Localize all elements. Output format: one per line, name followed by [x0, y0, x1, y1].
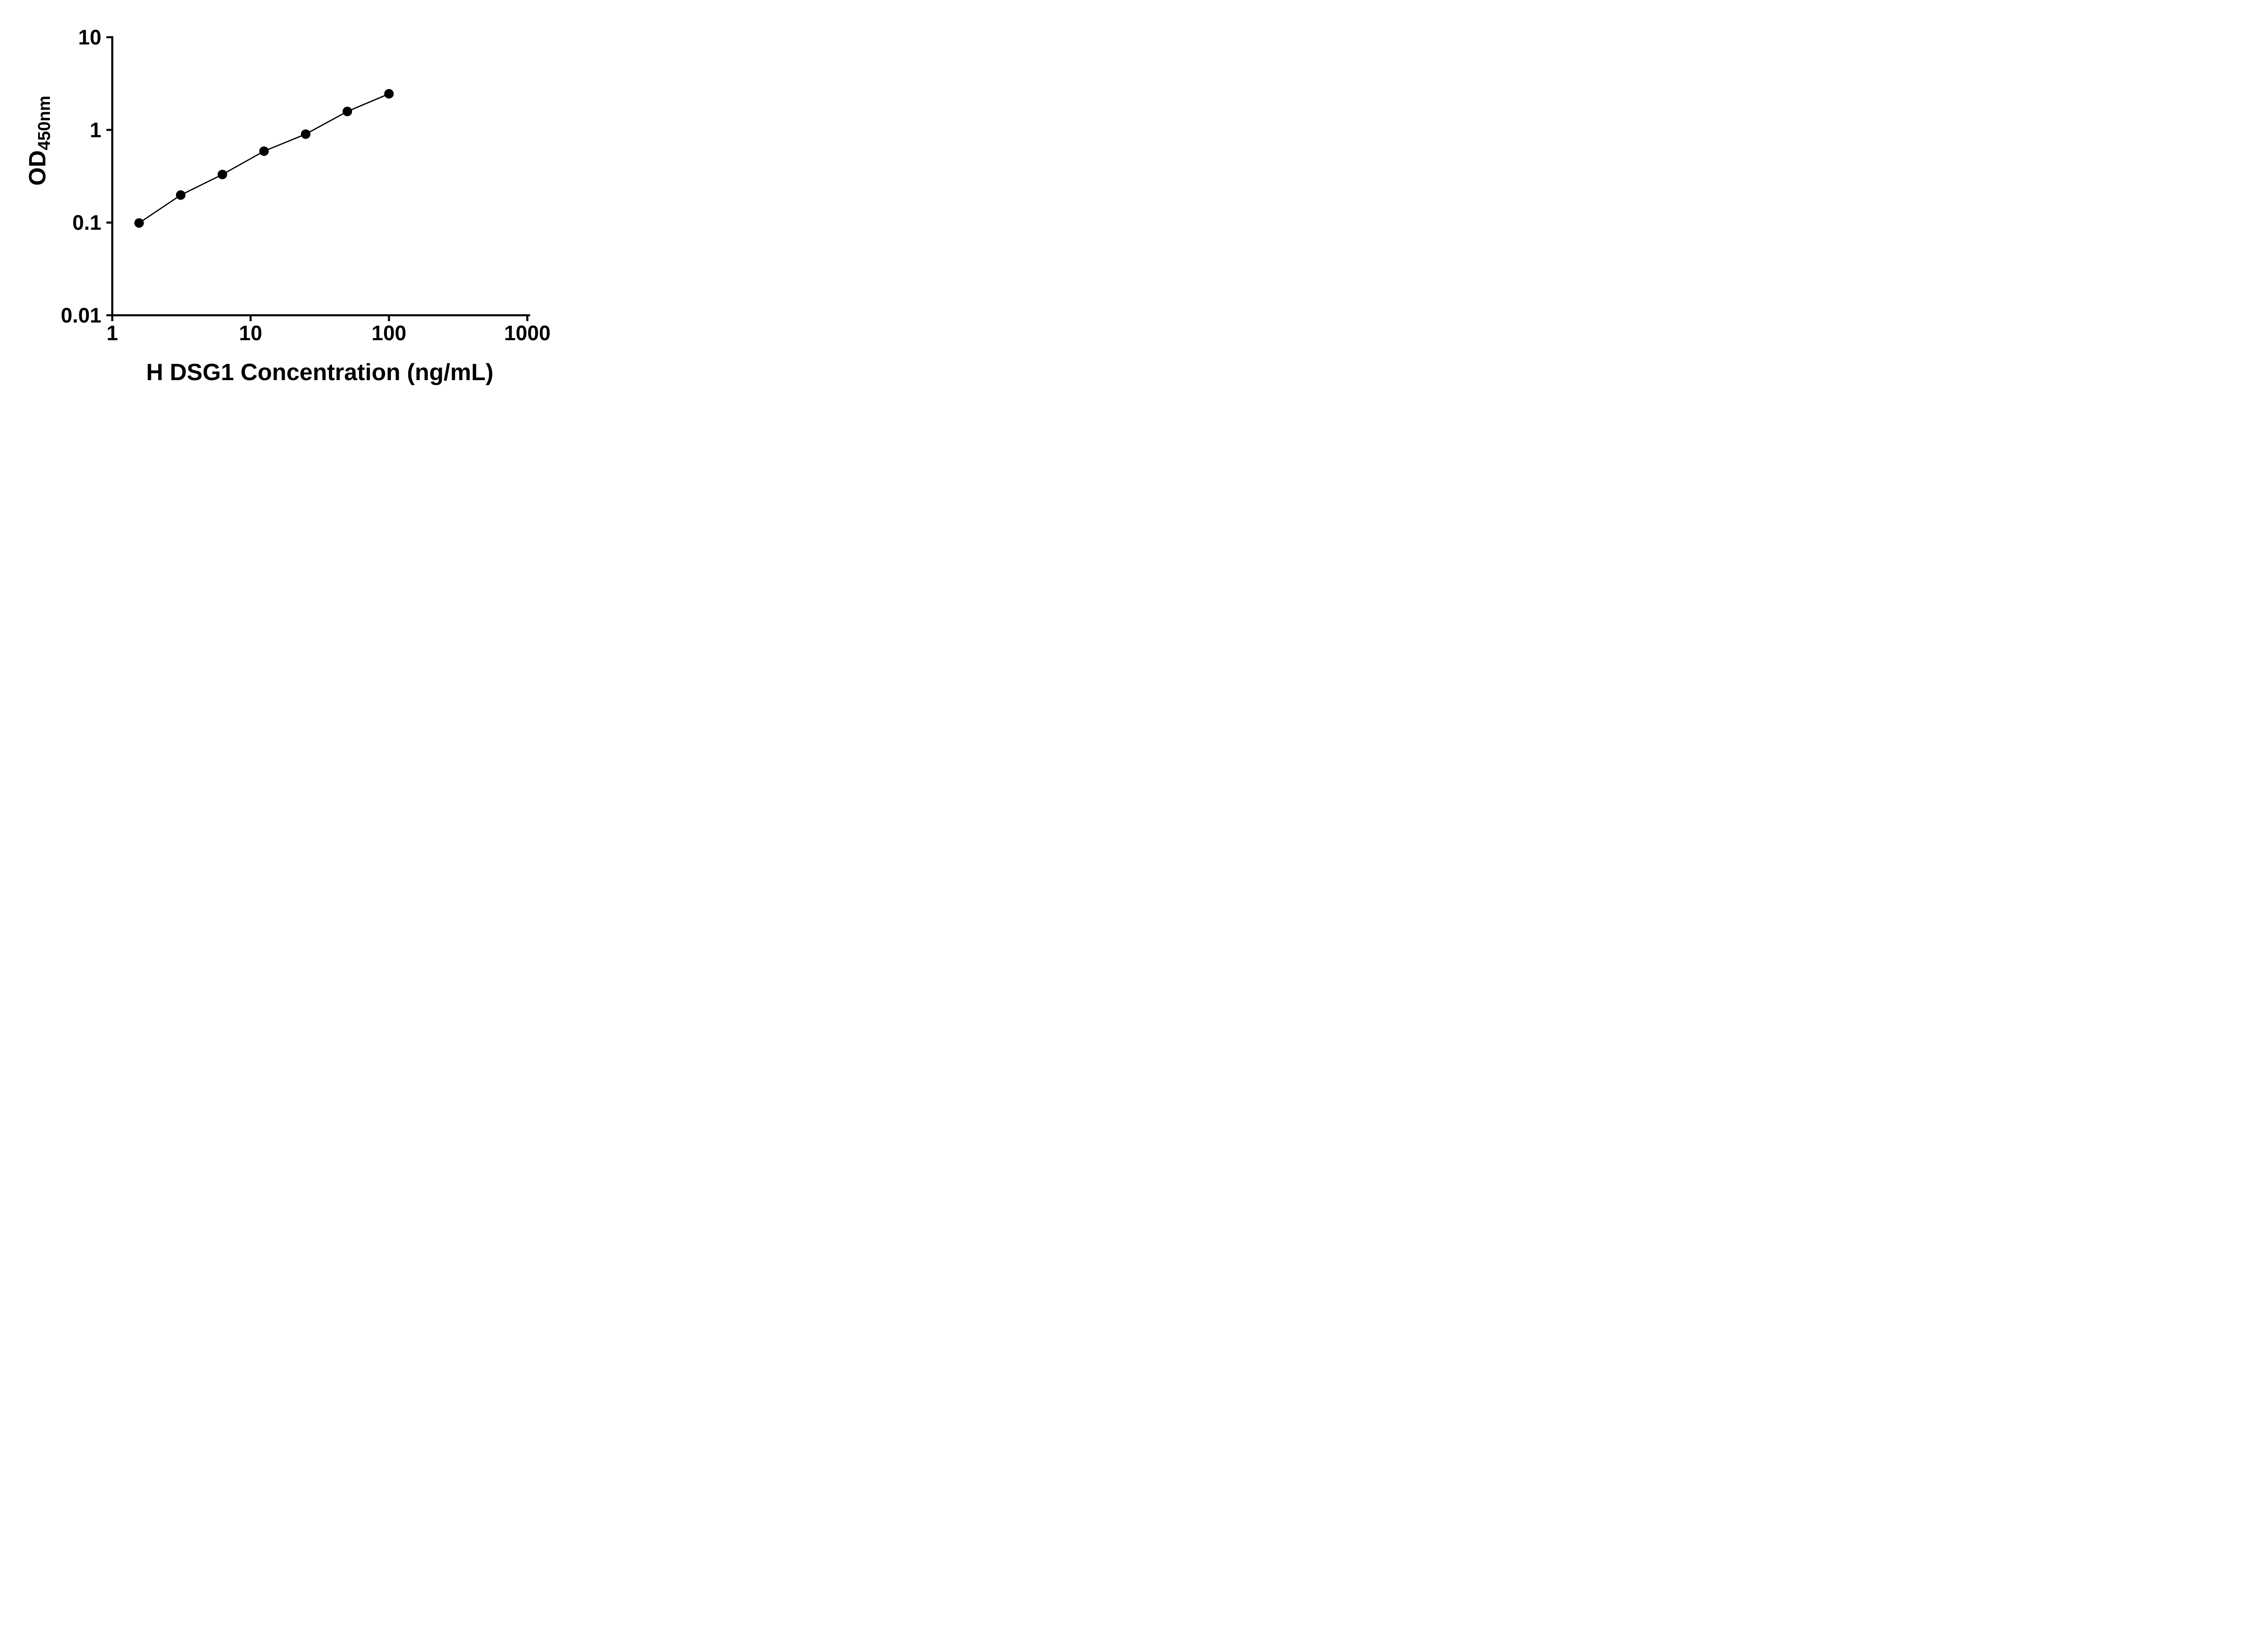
plot-area: 1 10 100 1000 0.01 0.1 1 10 — [61, 25, 551, 345]
y-tick-label: 0.01 — [61, 303, 102, 327]
data-point-marker — [342, 107, 352, 117]
y-tick-label: 0.1 — [73, 211, 102, 235]
data-point-marker — [217, 170, 227, 180]
data-point-marker — [384, 89, 394, 99]
y-axis-title-sub: 450nm — [35, 96, 54, 150]
y-tick-label: 1 — [90, 118, 102, 142]
y-tick-label: 10 — [78, 25, 101, 49]
x-tick-label: 10 — [239, 321, 262, 345]
x-tick-label: 1000 — [504, 321, 550, 345]
y-axis-title-main: OD — [24, 150, 51, 186]
x-tick-label: 100 — [371, 321, 406, 345]
data-point-marker — [301, 129, 311, 139]
data-point-marker — [259, 146, 269, 156]
data-point-marker — [134, 218, 144, 228]
x-axis-title: H DSG1 Concentration (ng/mL) — [146, 359, 494, 386]
y-axis-title: OD450nm — [24, 96, 54, 186]
elisa-standard-curve-figure: 1 10 100 1000 0.01 0.1 1 10 H DSG1 Concentratio… — [0, 0, 583, 408]
standard-curve-chart: 1 10 100 1000 0.01 0.1 1 10 H DSG1 Concentratio… — [24, 25, 551, 386]
data-point-marker — [176, 190, 186, 200]
x-tick-label: 1 — [107, 321, 118, 345]
